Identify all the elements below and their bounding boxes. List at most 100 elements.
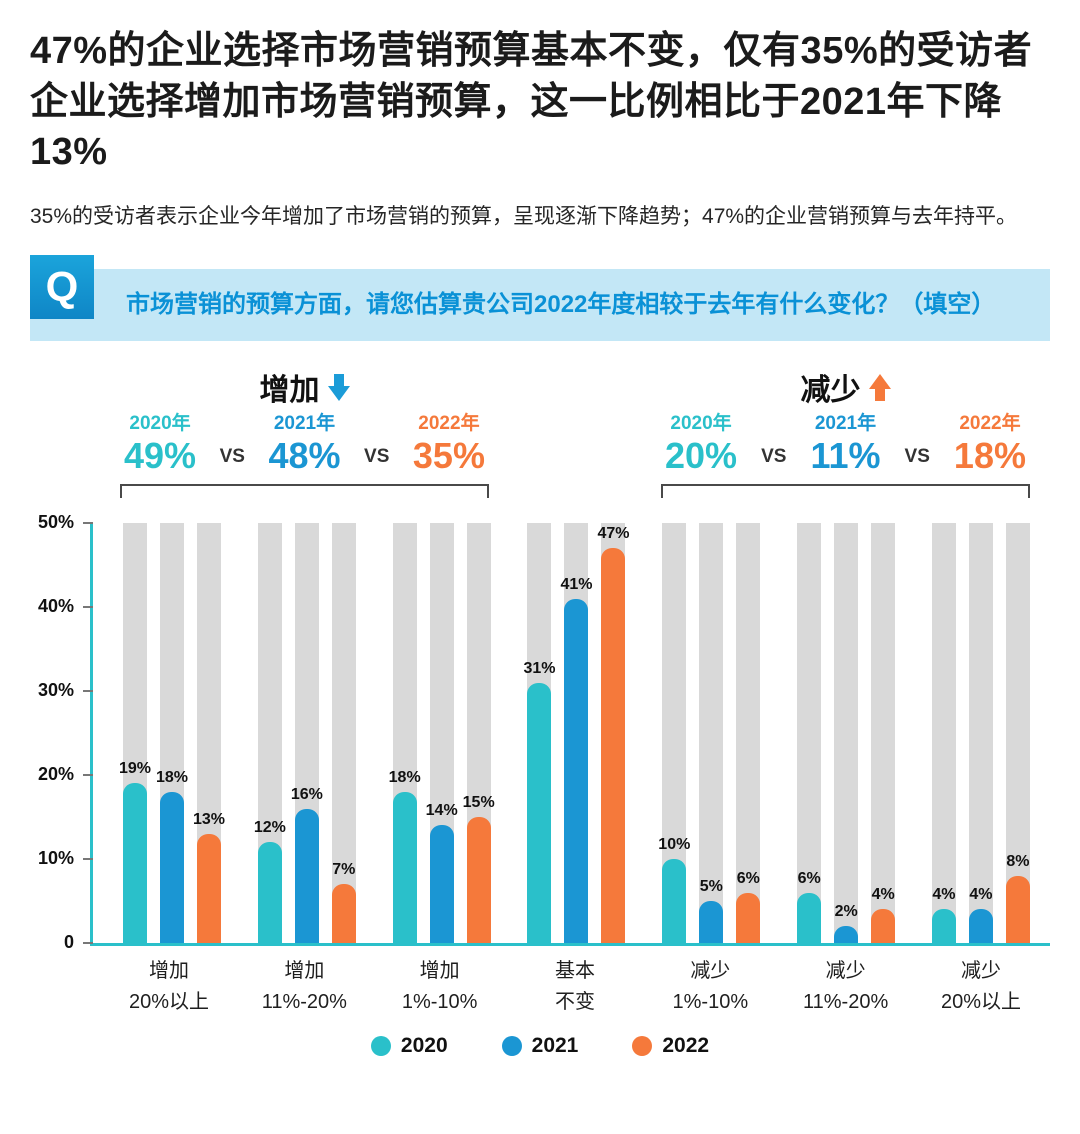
x-axis-label-line: 增加 (149, 959, 189, 982)
x-axis-category-label: 增加 11%-20% (255, 956, 353, 1018)
intro-paragraph: 35%的受访者表示企业今年增加了市场营销的预算，呈现逐渐下降趋势；47%的企业营… (30, 204, 1018, 228)
bar-2022 (601, 548, 626, 943)
bar-value-label: 7% (332, 861, 356, 879)
vs-label: VS (904, 446, 930, 468)
bar-track: 2% (834, 522, 859, 943)
bar-track: 14% (426, 522, 458, 943)
x-axis-category-label: 增加 1%-10% (391, 956, 489, 1018)
stat-item: 2021年 48% (268, 413, 340, 475)
comparison-title: 减少 (661, 365, 1030, 409)
stat-value: 49% (124, 434, 197, 476)
bar-value-label: 18% (155, 768, 189, 786)
bar-value-label: 6% (797, 869, 821, 887)
bar-2022 (331, 884, 356, 943)
comparison-header-row: 增加 2020年 49% VS 2021年 48% VS 2022年 35% 减少 2020年 20%… (90, 365, 1050, 505)
bar-2020 (392, 791, 417, 943)
comparison-stats: 2020年 49% VS 2021年 48% VS 2022年 35% (120, 413, 489, 475)
vs-label: VS (761, 446, 787, 468)
stat-year-label: 2020年 (670, 412, 732, 434)
legend-item-2022: 2022 (632, 1034, 709, 1058)
bar-group: 31% 41% 47% (523, 522, 630, 943)
y-tick-label: 40% (37, 595, 74, 616)
x-axis-label-line: 1%-10% (672, 990, 749, 1013)
vs-label: VS (364, 446, 390, 468)
bar-2022 (871, 909, 896, 943)
up-arrow-icon (868, 374, 891, 402)
comparison-block-decrease: 减少 2020年 20% VS 2021年 11% VS 2022年 18% (661, 365, 1030, 499)
stat-year-label: 2021年 (273, 412, 336, 434)
bar-2021 (294, 808, 319, 943)
y-tick-mark (83, 857, 93, 860)
bar-track: 13% (193, 522, 225, 943)
bar-2021 (699, 900, 724, 943)
y-tick-mark (83, 773, 93, 776)
bar-2022 (736, 892, 761, 943)
bar-group: 19% 18% 13% (119, 522, 225, 943)
legend-label-2021: 2021 (531, 1033, 579, 1057)
plot-area: 50% 40% 30% 20% 10% 0 19% 18% 13% 12% 16% 7% 18% 14%… (38, 512, 1050, 952)
x-axis-category-label: 增加 20%以上 (120, 956, 218, 1018)
bar-2021 (429, 825, 454, 943)
y-tick-mark (83, 689, 93, 692)
group-bracket (120, 484, 489, 499)
bar-2021 (834, 926, 859, 943)
bar-track: 4% (968, 522, 993, 943)
stat-year-label: 2022年 (418, 412, 480, 434)
bar-2022 (1005, 875, 1030, 943)
bar-track: 47% (597, 522, 630, 943)
bar-value-label: 47% (597, 525, 630, 543)
stat-item: 2022年 18% (954, 413, 1026, 475)
y-tick-mark (83, 605, 93, 608)
y-tick-label: 10% (37, 847, 74, 868)
legend-dot-2020 (370, 1035, 391, 1056)
y-tick-label: 0 (63, 931, 74, 952)
page-title: 47%的企业选择市场营销预算基本不变，仅有35%的受访者企业选择增加市场营销预算… (30, 30, 1033, 174)
bar-group: 4% 4% 8% (931, 522, 1030, 943)
group-bracket (661, 484, 1030, 499)
bar-track: 18% (389, 522, 421, 943)
stat-value: 11% (810, 434, 881, 476)
legend-dot-2022 (632, 1035, 653, 1056)
x-axis-label-line: 不变 (554, 990, 595, 1013)
down-arrow-icon (327, 374, 350, 402)
legend-dot-2021 (501, 1035, 522, 1056)
bar-group: 6% 2% 4% (797, 522, 896, 943)
bar-2022 (197, 833, 221, 943)
bar-value-label: 2% (834, 903, 858, 921)
bar-2020 (527, 682, 552, 943)
bar-2020 (931, 909, 956, 943)
question-q-icon: Q (30, 255, 94, 320)
stat-item: 2022年 35% (413, 413, 485, 475)
y-tick-label: 50% (37, 511, 74, 532)
bar-track: 12% (254, 522, 286, 943)
x-axis-label-line: 1%-10% (401, 990, 478, 1013)
bar-value-label: 5% (699, 877, 723, 895)
bar-track: 6% (736, 522, 761, 943)
bar-track: 31% (523, 522, 556, 943)
report-page: 47%的企业选择市场营销预算基本不变，仅有35%的受访者企业选择增加市场营销预算… (30, 30, 1050, 1058)
bar-track: 8% (1005, 522, 1030, 943)
legend-label-2022: 2022 (662, 1033, 710, 1057)
stat-year-label: 2021年 (814, 412, 877, 434)
x-axis-label-line: 增加 (284, 959, 325, 982)
x-axis-category-label: 基本 不变 (526, 956, 624, 1018)
bar-value-label: 4% (969, 886, 993, 904)
question-text: 市场营销的预算方面，请您估算贵公司2022年度相较于去年有什么变化？（填空） (126, 291, 996, 319)
bar-2020 (662, 858, 687, 943)
bar-track: 4% (931, 522, 956, 943)
bar-value-label: 8% (1006, 852, 1030, 870)
stat-item: 2020年 49% (124, 413, 196, 475)
bar-value-label: 4% (871, 886, 895, 904)
bar-2021 (564, 598, 589, 943)
bar-value-label: 12% (253, 819, 286, 837)
bar-value-label: 18% (388, 768, 421, 786)
bar-track: 6% (797, 522, 822, 943)
x-axis-label-line: 11%-20% (261, 990, 347, 1013)
comparison-block-increase: 增加 2020年 49% VS 2021年 48% VS 2022年 35% (120, 365, 489, 499)
bar-2021 (160, 791, 184, 943)
x-axis-label-line: 减少 (825, 959, 866, 982)
x-axis-labels: 增加 20%以上 增加 11%-20% 增加 1%-10% 基本 不变 减少 1%-10% 减少 11… (90, 946, 1050, 1018)
y-tick-mark (83, 941, 93, 944)
x-axis-label-line: 减少 (690, 959, 731, 982)
bar-track: 19% (119, 522, 151, 943)
